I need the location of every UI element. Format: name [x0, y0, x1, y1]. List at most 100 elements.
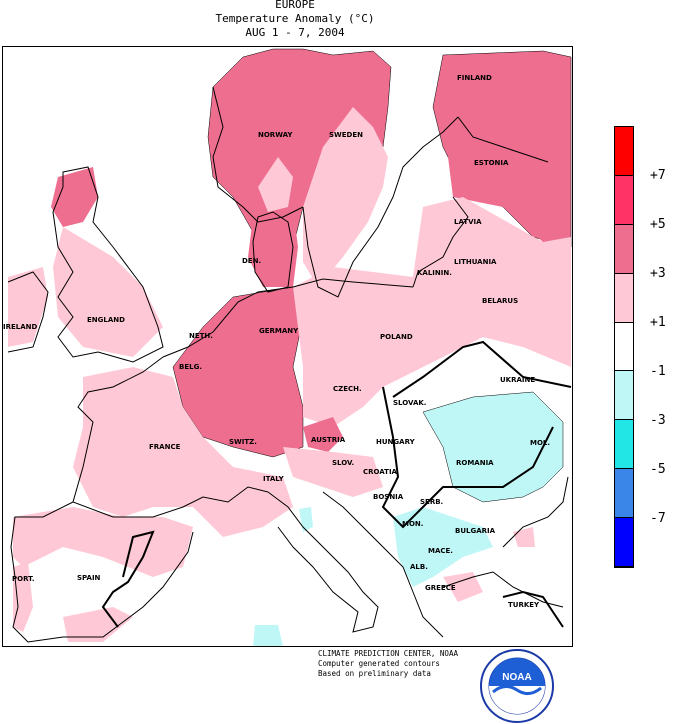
credit-block: CLIMATE PREDICTION CENTER, NOAA Computer… — [318, 649, 458, 679]
legend-tick-plus7: +7 — [650, 168, 666, 183]
label-spain: SPAIN — [77, 574, 101, 582]
legend-tick-plus5: +5 — [650, 217, 666, 232]
legend-tick-plus3: +3 — [650, 266, 666, 281]
label-mon: MON. — [402, 520, 423, 528]
country-labels: FINLAND NORWAY SWEDEN ESTONIA LATVIA DEN… — [3, 74, 550, 609]
anomaly-map-canvas: FINLAND NORWAY SWEDEN ESTONIA LATVIA DEN… — [3, 48, 572, 646]
contour-iberia — [101, 530, 155, 628]
legend-swatch-8 — [615, 469, 633, 519]
label-croatia: CROATIA — [363, 468, 398, 476]
label-lithuania: LITHUANIA — [454, 258, 497, 266]
label-italy: ITALY — [263, 475, 285, 483]
fill-baltic-mid — [448, 147, 571, 247]
label-france: FRANCE — [149, 443, 181, 451]
coast-britain — [52, 166, 164, 363]
legend-tick-plus1: +1 — [650, 315, 666, 330]
label-serb: SERB. — [420, 498, 443, 506]
noaa-logo-text: NOAA — [502, 672, 531, 683]
legend-swatch-9 — [615, 518, 633, 567]
credit-line-3: Based on preliminary data — [318, 669, 431, 678]
label-germany: GERMANY — [259, 327, 299, 335]
fill-portugal-light — [13, 562, 33, 632]
credit-line-2: Computer generated contours — [318, 659, 440, 668]
coast-ireland — [7, 271, 49, 353]
legend-swatch-2 — [615, 175, 633, 225]
label-alb: ALB. — [410, 563, 428, 571]
coast-sweden — [302, 116, 459, 298]
fill-uk-light — [53, 227, 163, 357]
fill-turkey-light — [513, 527, 535, 547]
label-slovak: SLOVAK. — [393, 399, 426, 407]
coast-norway — [212, 86, 304, 223]
label-greece: GREECE — [425, 584, 456, 592]
legend-swatch-4 — [615, 273, 633, 323]
fill-sweden-light — [303, 107, 388, 287]
label-ukraine: UKRAINE — [500, 376, 535, 384]
coast-northsea — [162, 278, 414, 358]
map-period-title: AUG 1 - 7, 2004 — [245, 26, 345, 39]
fill-baltic-light — [413, 197, 571, 367]
label-turkey: TURKEY — [508, 601, 540, 609]
legend-swatch-1 — [615, 127, 633, 176]
legend-tick-minus5: -5 — [650, 462, 666, 477]
fill-central-light — [293, 267, 483, 427]
credit-line-1: CLIMATE PREDICTION CENTER, NOAA — [318, 649, 458, 658]
contour-balkan — [381, 386, 554, 529]
label-austria: AUSTRIA — [311, 436, 346, 444]
map-product-title: Temperature Anomaly (°C) — [215, 12, 375, 25]
label-norway: NORWAY — [258, 131, 293, 139]
coast-blacksea — [502, 476, 569, 548]
fill-alps-light — [283, 447, 383, 497]
coast-finland — [457, 116, 549, 163]
legend-swatch-5 — [615, 322, 633, 372]
label-den: DEN. — [242, 257, 261, 265]
coast-denmark — [252, 211, 294, 293]
coast-baltic-east — [412, 196, 469, 288]
noaa-logo: NOAA — [480, 649, 554, 723]
label-neth: NETH. — [189, 332, 213, 340]
coast-italy — [267, 491, 379, 633]
label-england: ENGLAND — [87, 316, 125, 324]
label-kaliningrad: KALININ. — [417, 269, 452, 277]
fill-norway-light — [258, 157, 293, 212]
label-belarus: BELARUS — [482, 297, 518, 305]
fill-croatia-pale — [299, 507, 313, 532]
fill-greece-light — [443, 572, 483, 602]
label-port: PORT. — [12, 575, 35, 583]
fill-mediterranean-pale — [253, 625, 283, 646]
label-finland: FINLAND — [457, 74, 492, 82]
contour-turkey — [502, 590, 564, 628]
label-mol: MOL. — [530, 439, 550, 447]
label-belg: BELG. — [179, 363, 202, 371]
label-latvia: LATVIA — [454, 218, 482, 226]
label-romania: ROMANIA — [456, 459, 494, 467]
coast-iberia — [10, 501, 194, 643]
fill-balkan-pale-south — [393, 507, 493, 587]
anomaly-color-legend — [614, 126, 634, 568]
coastlines — [7, 86, 569, 643]
label-sweden: SWEDEN — [329, 131, 363, 139]
map-region-title: EUROPE — [275, 0, 315, 11]
coast-adriatic — [322, 491, 444, 638]
fill-denmark-mid — [248, 207, 298, 287]
legend-tick-minus3: -3 — [650, 413, 666, 428]
label-hungary: HUNGARY — [376, 438, 416, 446]
fill-ireland-light — [8, 267, 48, 347]
label-bulgaria: BULGARIA — [455, 527, 496, 535]
zero-contours — [101, 340, 572, 628]
label-bosnia: BOSNIA — [373, 493, 404, 501]
fill-balkan-pale — [422, 391, 564, 503]
fill-spain-south-light — [63, 607, 133, 642]
fill-austria-mid — [303, 417, 343, 452]
label-switz: SWITZ. — [229, 438, 257, 446]
label-mace: MACE. — [428, 547, 453, 555]
label-czech: CZECH. — [333, 385, 362, 393]
label-ireland: IRELAND — [3, 323, 38, 331]
legend-swatch-3 — [615, 224, 633, 274]
legend-tick-minus7: -7 — [650, 511, 666, 526]
label-poland: POLAND — [380, 333, 413, 341]
legend-swatch-7 — [615, 420, 633, 470]
legend-tick-minus1: -1 — [650, 364, 666, 379]
contour-east — [392, 340, 572, 398]
fill-iberia-light — [13, 507, 193, 577]
